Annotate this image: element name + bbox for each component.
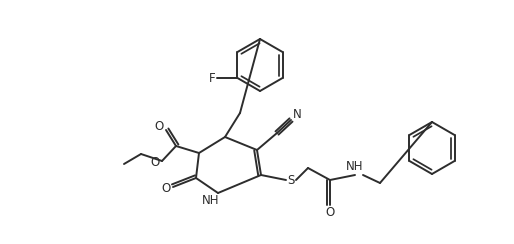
Text: NH: NH [202, 193, 220, 206]
Text: F: F [209, 71, 216, 84]
Text: O: O [161, 182, 171, 194]
Text: S: S [287, 173, 295, 186]
Text: O: O [151, 156, 160, 170]
Text: O: O [325, 206, 335, 220]
Text: O: O [154, 121, 163, 133]
Text: N: N [292, 109, 301, 122]
Text: NH: NH [346, 161, 364, 173]
